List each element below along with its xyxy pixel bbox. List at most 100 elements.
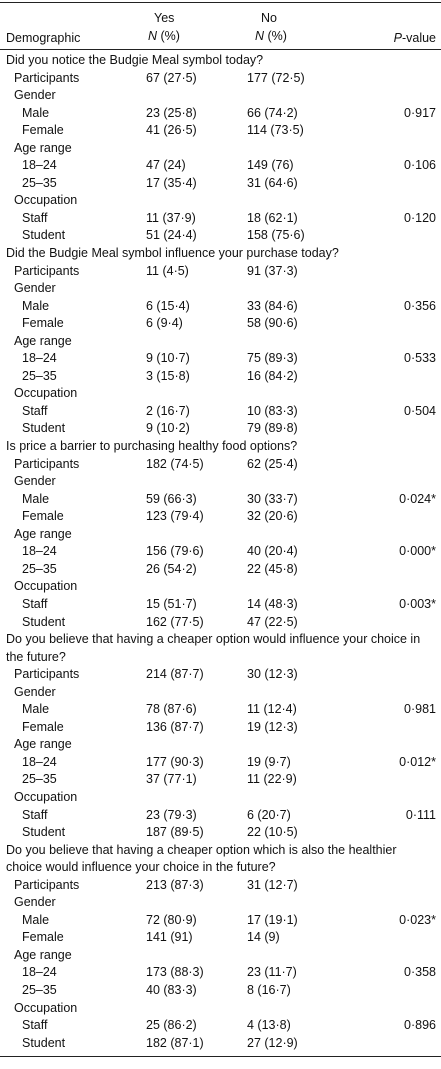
yes-value: 9 (10·7) bbox=[146, 351, 190, 366]
row-label: 25–35 bbox=[22, 175, 57, 190]
row-label: Male bbox=[22, 702, 50, 717]
group-label: Occupation bbox=[14, 1000, 78, 1015]
row-label: Female bbox=[22, 509, 64, 524]
row-label: Student bbox=[22, 228, 66, 243]
question: Did you notice the Budgie Meal symbol to… bbox=[6, 53, 264, 67]
no-value: 114 (73·5) bbox=[247, 123, 304, 138]
no-value: 6 (20·7) bbox=[247, 807, 291, 822]
question: Is price a barrier to purchasing healthy… bbox=[6, 439, 298, 454]
no-value: 11 (12·4) bbox=[247, 702, 297, 717]
p-value: 0·024* bbox=[399, 491, 436, 506]
row-label: Staff bbox=[22, 403, 48, 418]
p-value: 0·981 bbox=[404, 702, 436, 717]
no-value: 10 (83·3) bbox=[247, 403, 298, 418]
yes-value: 67 (27·5) bbox=[146, 70, 197, 85]
yes-value: 17 (35·4) bbox=[146, 175, 197, 190]
table-row: Female 6 (9·4) 58 (90·6) bbox=[0, 315, 441, 333]
table-row: Male 72 (80·9) 17 (19·1) 0·023* bbox=[0, 912, 441, 930]
table-row: Female 136 (87·7) 19 (12·3) bbox=[0, 719, 441, 737]
no-value: 23 (11·7) bbox=[247, 965, 297, 980]
table-row: Participants 213 (87·3) 31 (12·7) bbox=[0, 877, 441, 895]
yes-value: 214 (87·7) bbox=[146, 667, 204, 682]
table-row: 25–35 17 (35·4) 31 (64·6) bbox=[0, 175, 441, 193]
question: Do you believe that having a cheaper opt… bbox=[6, 632, 421, 664]
row-label: 25–35 bbox=[22, 368, 57, 383]
table-row: Female 123 (79·4) 32 (20·6) bbox=[0, 508, 441, 526]
table-row: 18–24 47 (24) 149 (76) 0·106 bbox=[0, 157, 441, 175]
no-value: 47 (22·5) bbox=[247, 614, 298, 629]
no-value: 91 (37·3) bbox=[247, 263, 298, 278]
pct-label: (%) bbox=[267, 29, 287, 43]
row-label: Staff bbox=[22, 807, 48, 822]
row-label: 18–24 bbox=[22, 965, 57, 980]
group-label: Age range bbox=[14, 526, 72, 541]
row-label: Female bbox=[22, 123, 64, 138]
table-row: Staff 2 (16·7) 10 (83·3) 0·504 bbox=[0, 403, 441, 421]
group-label: Gender bbox=[14, 895, 56, 910]
header-pvalue: P-value bbox=[394, 31, 436, 45]
yes-value: 40 (83·3) bbox=[146, 982, 197, 997]
row-label: Staff bbox=[22, 596, 48, 611]
no-value: 14 (48·3) bbox=[247, 596, 298, 611]
p-value: 0·012* bbox=[399, 754, 436, 769]
header-no: No bbox=[261, 11, 277, 25]
group-label: Occupation bbox=[14, 579, 78, 594]
table-row: Staff 25 (86·2) 4 (13·8) 0·896 bbox=[0, 1017, 441, 1035]
no-value: 149 (76) bbox=[247, 158, 294, 173]
no-value: 18 (62·1) bbox=[247, 210, 298, 225]
yes-value: 182 (87·1) bbox=[146, 1035, 204, 1050]
row-label: Student bbox=[22, 614, 66, 629]
table-row: Participants 182 (74·5) 62 (25·4) bbox=[0, 456, 441, 474]
yes-value: 2 (16·7) bbox=[146, 403, 190, 418]
yes-value: 136 (87·7) bbox=[146, 719, 204, 734]
no-value: 66 (74·2) bbox=[247, 105, 298, 120]
no-value: 17 (19·1) bbox=[247, 912, 298, 927]
row-label: 18–24 bbox=[22, 351, 57, 366]
yes-value: 11 (37·9) bbox=[146, 210, 196, 225]
p-value: 0·356 bbox=[404, 298, 436, 313]
yes-value: 11 (4·5) bbox=[146, 263, 189, 278]
row-label: Participants bbox=[14, 667, 80, 682]
row-label: Male bbox=[22, 491, 50, 506]
row-label: Student bbox=[22, 421, 66, 436]
group-label: Occupation bbox=[14, 386, 78, 401]
no-value: 11 (22·9) bbox=[247, 772, 297, 787]
row-label: 18–24 bbox=[22, 158, 57, 173]
question: Did the Budgie Meal symbol influence you… bbox=[6, 246, 339, 261]
p-value: 0·120 bbox=[404, 210, 436, 225]
yes-value: 123 (79·4) bbox=[146, 509, 204, 524]
group-label: Gender bbox=[14, 88, 56, 103]
no-value: 33 (84·6) bbox=[247, 298, 298, 313]
p-value: 0·358 bbox=[404, 965, 436, 980]
row-label: Staff bbox=[22, 210, 48, 225]
table-row: Student 51 (24·4) 158 (75·6) bbox=[0, 227, 441, 245]
yes-value: 9 (10·2) bbox=[146, 421, 190, 436]
yes-value: 187 (89·5) bbox=[146, 825, 204, 840]
table-row: Male 59 (66·3) 30 (33·7) 0·024* bbox=[0, 491, 441, 509]
no-value: 58 (90·6) bbox=[247, 316, 298, 331]
row-label: Female bbox=[22, 316, 64, 331]
table-row: Staff 15 (51·7) 14 (48·3) 0·003* bbox=[0, 596, 441, 614]
no-value: 8 (16·7) bbox=[247, 982, 291, 997]
row-label: Participants bbox=[14, 877, 80, 892]
yes-value: 6 (15·4) bbox=[146, 298, 190, 313]
yes-value: 72 (80·9) bbox=[146, 912, 197, 927]
group-label: Gender bbox=[14, 474, 56, 489]
no-value: 4 (13·8) bbox=[247, 1018, 291, 1033]
yes-value: 3 (15·8) bbox=[146, 368, 190, 383]
pct-label: (%) bbox=[160, 29, 180, 43]
group-label: Gender bbox=[14, 684, 56, 699]
p-value: 0·533 bbox=[404, 351, 436, 366]
yes-value: 26 (54·2) bbox=[146, 561, 197, 576]
no-value: 32 (20·6) bbox=[247, 509, 298, 524]
no-value: 14 (9) bbox=[247, 930, 280, 945]
no-value: 31 (12·7) bbox=[247, 877, 298, 892]
no-value: 22 (10·5) bbox=[247, 825, 298, 840]
group-label: Age range bbox=[14, 947, 72, 962]
p-value: 0·896 bbox=[404, 1018, 436, 1033]
n-label: N bbox=[148, 29, 158, 43]
p-value: 0·111 bbox=[405, 807, 436, 822]
no-value: 62 (25·4) bbox=[247, 456, 298, 471]
row-label: Student bbox=[22, 1035, 66, 1050]
